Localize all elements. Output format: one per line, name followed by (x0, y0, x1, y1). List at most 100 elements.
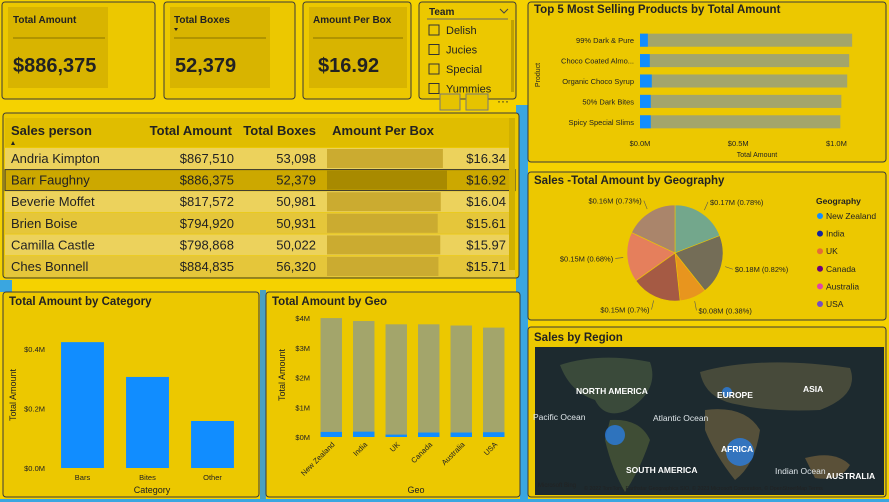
legend-label[interactable]: USA (826, 299, 844, 309)
slicer-item[interactable]: Jucies (446, 45, 478, 57)
y-axis-label: Total Amount (8, 368, 18, 421)
pie-slice[interactable] (626, 232, 676, 282)
bar[interactable] (450, 325, 472, 437)
bar[interactable] (126, 376, 169, 468)
pie-slice[interactable] (631, 204, 676, 254)
bar[interactable] (640, 74, 848, 88)
map-copyright[interactable]: © 2022 TomTom, Earthstar Geographics SIO… (584, 485, 823, 492)
map-label: SOUTH AMERICA (626, 465, 697, 475)
legend-marker (817, 230, 823, 237)
slicer-title: Team (429, 7, 454, 18)
y-tick-label: Organic Choco Syrup (562, 77, 634, 86)
slicer-chevron[interactable] (499, 8, 509, 14)
legend-label[interactable]: UK (826, 246, 838, 256)
legend-label[interactable]: Canada (826, 264, 856, 274)
filter-icon[interactable] (439, 93, 461, 111)
slicer-item[interactable]: Delish (446, 25, 477, 37)
chart-title: Total Amount by Category (9, 296, 152, 308)
sort-icon (174, 28, 178, 31)
table-cell: $15.71 (466, 259, 506, 274)
table-cell: $15.61 (466, 216, 506, 231)
more-options[interactable]: ··· (497, 94, 509, 108)
map-bubble[interactable] (726, 438, 754, 466)
bar[interactable] (640, 33, 648, 47)
slicer-item[interactable]: Yummies (446, 84, 492, 96)
checkbox[interactable] (428, 24, 440, 36)
table-cell: Brien Boise (11, 216, 77, 231)
data-bar (327, 235, 441, 255)
bar[interactable] (640, 94, 651, 108)
card-inner (170, 7, 270, 88)
data-label: $0.15M (0.7%) (600, 306, 650, 315)
bar[interactable] (353, 321, 375, 437)
legend-label[interactable]: Australia (826, 281, 859, 291)
table-cell: 53,098 (276, 151, 316, 166)
card-value: 52,379 (175, 55, 236, 77)
bar[interactable] (640, 33, 853, 47)
table-cell: $794,920 (180, 216, 234, 231)
y-tick-label: $0M (295, 433, 310, 442)
table-cell: Andria Kimpton (11, 151, 100, 166)
bar[interactable] (385, 324, 407, 437)
scrollbar[interactable] (509, 118, 515, 270)
table-cell: $798,868 (180, 237, 234, 252)
legend-title: Geography (816, 196, 861, 206)
bar[interactable] (418, 324, 440, 437)
y-tick-label: $0.2M (24, 404, 45, 413)
legend-label[interactable]: India (826, 229, 845, 239)
map-bubble[interactable] (605, 425, 625, 445)
column-header: Amount Per Box (332, 123, 435, 138)
bar[interactable] (320, 318, 342, 437)
card-label: Total Amount (13, 15, 77, 26)
data-bar (327, 192, 441, 212)
pie-slice[interactable] (674, 235, 724, 292)
focus-icon[interactable] (465, 93, 489, 111)
bar[interactable] (640, 115, 651, 129)
bar[interactable] (640, 115, 841, 129)
checkbox[interactable] (428, 63, 440, 75)
column-header: Total Boxes (243, 123, 316, 138)
card-inner (8, 7, 108, 88)
pie-slice[interactable] (635, 252, 681, 302)
table-row[interactable] (5, 212, 515, 234)
land (700, 362, 852, 411)
bar[interactable] (640, 54, 850, 68)
legend-marker (817, 248, 823, 255)
checkbox[interactable] (428, 44, 440, 55)
data-label: $0.17M (0.78%) (710, 198, 764, 207)
scrollbar[interactable] (511, 20, 514, 92)
x-axis-label: Category (134, 485, 171, 495)
map-label: EUROPE (717, 390, 753, 400)
bar[interactable] (640, 54, 650, 68)
pie-slice[interactable] (674, 204, 721, 254)
leader-line (643, 200, 648, 210)
y-tick-label: $0.0M (24, 464, 45, 473)
data-label: $0.16M (0.73%) (588, 197, 642, 206)
card-value: $16.92 (318, 55, 379, 77)
map-title: Sales by Region (534, 332, 623, 344)
bar[interactable] (385, 434, 407, 437)
bar[interactable] (483, 327, 505, 437)
legend-label[interactable]: New Zealand (826, 211, 876, 221)
bar[interactable] (483, 432, 505, 437)
bar[interactable] (418, 432, 440, 437)
data-bar (327, 170, 447, 190)
map-bubble[interactable] (722, 387, 732, 397)
map-label: Indian Ocean (775, 466, 826, 476)
leader-line (651, 300, 654, 310)
bar[interactable] (640, 74, 652, 88)
bar[interactable] (61, 342, 104, 468)
bar[interactable] (450, 432, 472, 437)
bar[interactable] (191, 420, 234, 468)
data-label: $0.18M (0.82%) (735, 265, 789, 274)
table-header-bg (5, 118, 515, 147)
bar[interactable] (353, 431, 375, 437)
data-label: $0.15M (0.68%) (560, 254, 614, 263)
checkbox[interactable] (428, 83, 440, 94)
bar[interactable] (640, 94, 842, 108)
y-tick-label: 99% Dark & Pure (576, 36, 634, 45)
bar[interactable] (320, 431, 342, 437)
map-label: AUSTRALIA (826, 471, 875, 481)
y-axis-label: Product (535, 63, 542, 87)
slicer-item[interactable]: Special (446, 64, 482, 76)
